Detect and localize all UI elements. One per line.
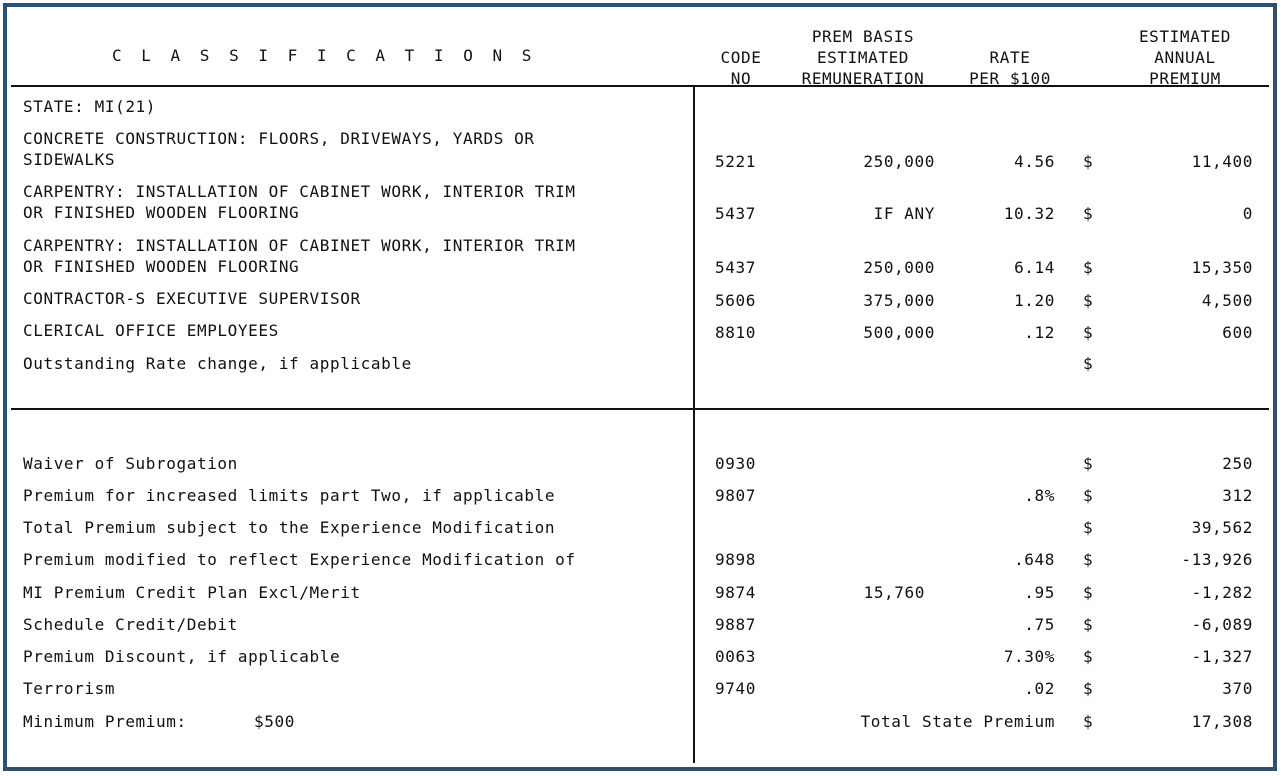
modifier-row-4-label: Premium modified to reflect Experience M… xyxy=(23,550,576,569)
modifier-row-1-dollar: $ xyxy=(1083,454,1094,473)
modifier-row-1-premium: 250 xyxy=(1222,454,1253,473)
section-divider xyxy=(11,408,1269,410)
class-row-2-desc-line1: CARPENTRY: INSTALLATION OF CABINET WORK,… xyxy=(23,182,576,201)
class-row-6-dollar: $ xyxy=(1083,354,1094,373)
class-row-5-dollar: $ xyxy=(1083,323,1094,342)
class-row-3-premium: 15,350 xyxy=(1191,258,1253,277)
class-row-1-desc-line1: CONCRETE CONSTRUCTION: FLOORS, DRIVEWAYS… xyxy=(23,129,535,148)
code-heading-line1: CODE xyxy=(720,48,762,67)
class-row-1-rate: 4.56 xyxy=(1014,152,1055,171)
rate-heading-line2: PER $100 xyxy=(969,69,1051,88)
classifications-heading: C L A S S I F I C A T I O N S xyxy=(112,46,537,65)
class-row-3-basis: 250,000 xyxy=(863,258,935,277)
class-row-2-premium: 0 xyxy=(1242,204,1253,223)
premium-heading-line1: ESTIMATED xyxy=(1138,27,1232,46)
column-divider xyxy=(693,85,695,763)
class-row-2-code: 5437 xyxy=(715,204,756,223)
class-row-1-basis: 250,000 xyxy=(863,152,935,171)
minimum-premium-label: Minimum Premium: xyxy=(23,712,187,731)
modifier-row-2-code: 9807 xyxy=(715,486,756,505)
class-row-5-rate: .12 xyxy=(1024,323,1055,342)
code-heading-line2: NO xyxy=(730,69,752,88)
modifier-row-2-premium: 312 xyxy=(1222,486,1253,505)
rate-heading-line1: RATE xyxy=(989,48,1031,67)
class-row-1-code: 5221 xyxy=(715,152,756,171)
premium-schedule-document: C L A S S I F I C A T I O N S CODE NO PR… xyxy=(3,3,1277,771)
class-row-2-rate: 10.32 xyxy=(1003,204,1055,223)
modifier-row-3-premium: 39,562 xyxy=(1191,518,1253,537)
class-row-5-code: 8810 xyxy=(715,323,756,342)
modifier-row-6-code: 9887 xyxy=(715,615,756,634)
modifier-row-2-rate: .8% xyxy=(1024,486,1055,505)
modifier-row-2-dollar: $ xyxy=(1083,486,1094,505)
total-state-premium-label: Total State Premium xyxy=(860,712,1055,731)
class-row-4-desc: CONTRACTOR-S EXECUTIVE SUPERVISOR xyxy=(23,289,361,308)
class-row-4-code: 5606 xyxy=(715,291,756,310)
modifier-row-8-dollar: $ xyxy=(1083,679,1094,698)
basis-heading-line1: PREM BASIS xyxy=(811,27,915,46)
modifier-row-7-rate: 7.30% xyxy=(1003,647,1055,666)
modifier-row-4-premium: -13,926 xyxy=(1181,550,1253,569)
class-row-1-premium: 11,400 xyxy=(1191,152,1253,171)
basis-heading-line2: ESTIMATED xyxy=(816,48,910,67)
modifier-row-3-dollar: $ xyxy=(1083,518,1094,537)
class-row-4-basis: 375,000 xyxy=(863,291,935,310)
modifier-row-2-label: Premium for increased limits part Two, i… xyxy=(23,486,556,505)
premium-heading-line2: ANNUAL xyxy=(1154,48,1216,67)
premium-heading-line3: PREMIUM xyxy=(1149,69,1221,88)
class-row-1-dollar: $ xyxy=(1083,152,1094,171)
class-row-3-code: 5437 xyxy=(715,258,756,277)
modifier-row-5-dollar: $ xyxy=(1083,583,1094,602)
class-row-2-basis: IF ANY xyxy=(873,204,935,223)
class-row-4-dollar: $ xyxy=(1083,291,1094,310)
class-row-3-dollar: $ xyxy=(1083,258,1094,277)
class-row-2-dollar: $ xyxy=(1083,204,1094,223)
class-row-5-desc: CLERICAL OFFICE EMPLOYEES xyxy=(23,321,279,340)
modifier-row-5-code: 9874 xyxy=(715,583,756,602)
class-row-1-desc-line2: SIDEWALKS xyxy=(23,150,116,169)
modifier-row-1-code: 0930 xyxy=(715,454,756,473)
modifier-row-4-code: 9898 xyxy=(715,550,756,569)
class-row-3-rate: 6.14 xyxy=(1014,258,1055,277)
basis-heading-line3: REMUNERATION xyxy=(801,69,925,88)
modifier-row-8-code: 9740 xyxy=(715,679,756,698)
class-row-4-rate: 1.20 xyxy=(1014,291,1055,310)
state-label: STATE: MI(21) xyxy=(23,97,157,116)
modifier-row-8-rate: .02 xyxy=(1024,679,1055,698)
modifier-row-4-dollar: $ xyxy=(1083,550,1094,569)
modifier-row-5-label: MI Premium Credit Plan Excl/Merit xyxy=(23,583,361,602)
total-state-premium-dollar: $ xyxy=(1083,712,1094,731)
modifier-row-5-basis: 15,760 xyxy=(863,583,925,602)
modifier-row-4-rate: .648 xyxy=(1014,550,1055,569)
modifier-row-5-premium: -1,282 xyxy=(1191,583,1253,602)
modifier-row-7-premium: -1,327 xyxy=(1191,647,1253,666)
class-row-2-desc-line2: OR FINISHED WOODEN FLOORING xyxy=(23,203,300,222)
modifier-row-7-code: 0063 xyxy=(715,647,756,666)
modifier-row-1-label: Waiver of Subrogation xyxy=(23,454,238,473)
modifier-row-6-dollar: $ xyxy=(1083,615,1094,634)
class-row-4-premium: 4,500 xyxy=(1201,291,1253,310)
total-state-premium-value: 17,308 xyxy=(1191,712,1253,731)
class-row-5-premium: 600 xyxy=(1222,323,1253,342)
modifier-row-6-premium: -6,089 xyxy=(1191,615,1253,634)
minimum-premium-value: $500 xyxy=(254,712,295,731)
class-row-3-desc-line1: CARPENTRY: INSTALLATION OF CABINET WORK,… xyxy=(23,236,576,255)
class-row-6-desc: Outstanding Rate change, if applicable xyxy=(23,354,412,373)
modifier-row-8-premium: 370 xyxy=(1222,679,1253,698)
header-divider xyxy=(11,85,1269,87)
modifier-row-5-rate: .95 xyxy=(1024,583,1055,602)
modifier-row-6-rate: .75 xyxy=(1024,615,1055,634)
modifier-row-7-dollar: $ xyxy=(1083,647,1094,666)
class-row-5-basis: 500,000 xyxy=(863,323,935,342)
modifier-row-6-label: Schedule Credit/Debit xyxy=(23,615,238,634)
modifier-row-7-label: Premium Discount, if applicable xyxy=(23,647,341,666)
modifier-row-8-label: Terrorism xyxy=(23,679,116,698)
class-row-3-desc-line2: OR FINISHED WOODEN FLOORING xyxy=(23,257,300,276)
modifier-row-3-label: Total Premium subject to the Experience … xyxy=(23,518,556,537)
